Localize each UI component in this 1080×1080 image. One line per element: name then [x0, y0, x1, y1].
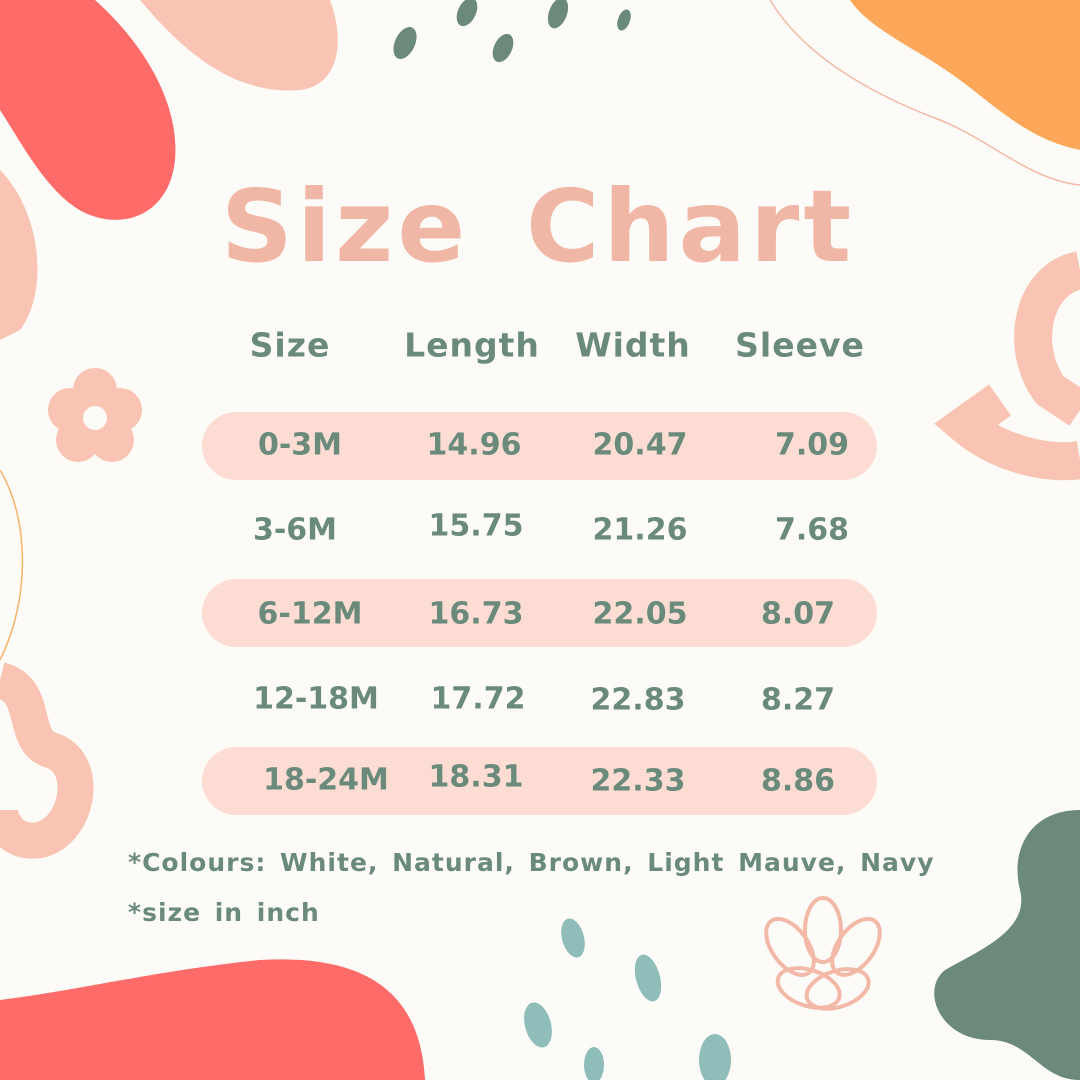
cell-sleeve: 7.09	[774, 427, 850, 463]
header-length: Length	[404, 325, 540, 365]
row-highlight	[202, 747, 877, 815]
header-width: Width	[575, 325, 691, 365]
cell-sleeve: 8.07	[760, 596, 836, 632]
thin-line-left	[0, 469, 24, 661]
cell-width: 22.05	[592, 596, 688, 632]
cell-size: 6-12M	[257, 596, 363, 632]
peach-loop-left	[0, 662, 94, 859]
peach-blob-top-left	[140, 0, 338, 91]
cell-sleeve: 8.86	[760, 763, 836, 799]
outline-flower-bottom	[764, 896, 882, 1011]
orange-blob-top-right	[850, 0, 1080, 150]
cell-length: 17.72	[430, 681, 526, 717]
row-highlight	[202, 579, 877, 647]
peach-swirl-right	[934, 251, 1080, 481]
unit-note: *size in inch	[128, 898, 320, 927]
colours-note: *Colours: White, Natural, Brown, Light M…	[128, 848, 935, 877]
sage-blob-bottom-right	[934, 810, 1080, 1080]
cell-width: 22.33	[590, 763, 686, 799]
cell-sleeve: 8.27	[760, 682, 836, 718]
cell-size: 12-18M	[253, 681, 379, 717]
peach-blob-left	[0, 170, 38, 340]
cell-sleeve: 7.68	[774, 512, 850, 548]
cell-width: 22.83	[590, 682, 686, 718]
flower-left	[48, 368, 142, 462]
cell-length: 15.75	[428, 508, 524, 544]
thin-line-top-right	[769, 0, 1080, 186]
cell-length: 16.73	[428, 596, 524, 632]
sage-dots-top	[393, 0, 631, 63]
cell-size: 0-3M	[257, 427, 343, 463]
header-size: Size	[249, 325, 331, 365]
cell-length: 18.31	[428, 759, 524, 795]
coral-blob-bottom-left	[0, 959, 425, 1080]
teal-dots-bottom	[524, 918, 731, 1080]
row-highlight	[202, 412, 877, 480]
cell-width: 21.26	[592, 512, 688, 548]
cell-size: 3-6M	[252, 512, 338, 548]
cell-width: 20.47	[592, 427, 688, 463]
cell-length: 14.96	[426, 427, 522, 463]
page-title: Size Chart	[220, 168, 856, 285]
cell-size: 18-24M	[263, 762, 389, 798]
coral-blob-top-left	[0, 0, 176, 220]
header-sleeve: Sleeve	[735, 325, 865, 365]
